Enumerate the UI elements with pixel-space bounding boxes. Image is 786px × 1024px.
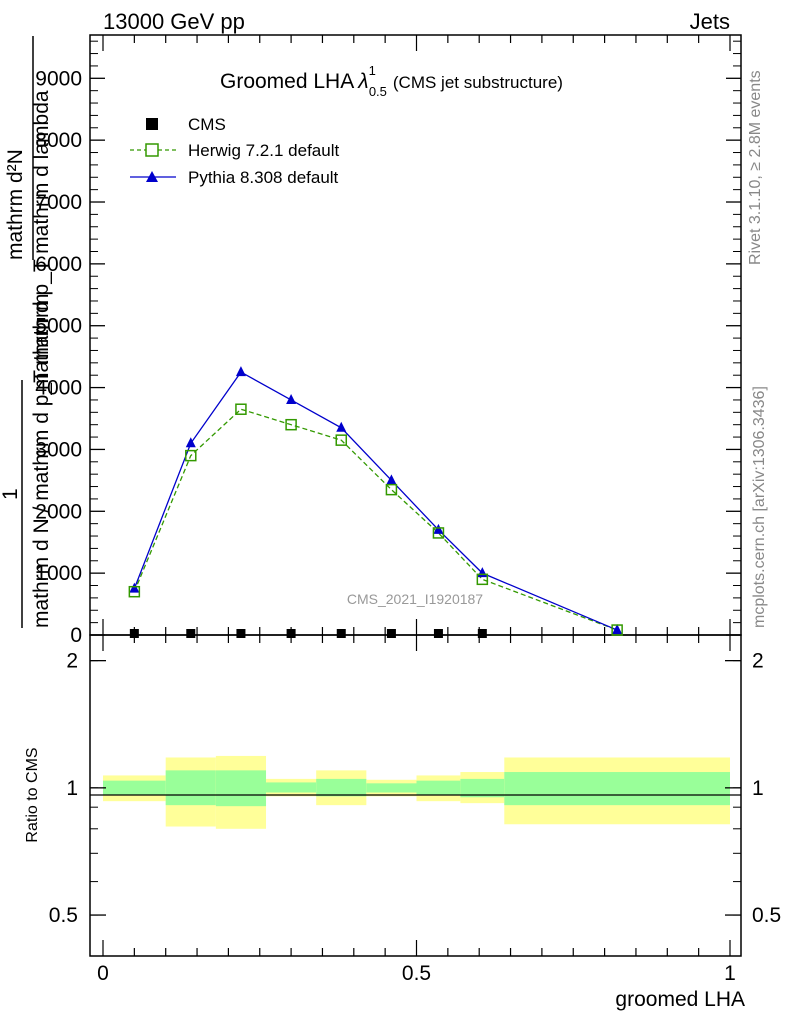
title-note: (CMS jet substructure) bbox=[393, 73, 563, 92]
herwig-point bbox=[476, 573, 489, 586]
legend-pythia-marker bbox=[146, 171, 158, 182]
cms-point bbox=[286, 629, 296, 638]
title-symbol: λ bbox=[357, 70, 368, 93]
herwig-point bbox=[235, 403, 247, 415]
rivet-label: Rivet 3.1.10, ≥ 2.8M events bbox=[747, 70, 764, 265]
ratio-x-axis: 0 0.5 1 bbox=[97, 635, 736, 985]
ylabel-denominator-1: mathrm d p_T mathrm d lambda bbox=[30, 90, 53, 390]
ratio-band-inner bbox=[266, 782, 317, 793]
cms-point bbox=[186, 629, 196, 638]
ylabel-prefix: 1 bbox=[0, 488, 22, 500]
herwig-point bbox=[185, 449, 197, 462]
main-series bbox=[128, 366, 623, 638]
pythia-point bbox=[336, 421, 347, 432]
ratio-xtick-label: 0 bbox=[97, 962, 109, 985]
ratio-band-inner bbox=[165, 770, 216, 806]
legend-pythia-label: Pythia 8.308 default bbox=[188, 168, 339, 187]
legend: CMS Herwig 7.2.1 default Pythia 8.308 de… bbox=[130, 115, 339, 187]
cms-point bbox=[236, 629, 246, 638]
ratio-band-inner bbox=[103, 780, 166, 796]
pythia-point bbox=[433, 523, 444, 534]
main-ytick-label: 9000 bbox=[35, 67, 82, 90]
herwig-line bbox=[133, 408, 618, 631]
main-ytick-label: 6000 bbox=[35, 253, 82, 276]
ratio-ytick-label-right: 2 bbox=[752, 650, 764, 673]
legend-herwig-marker bbox=[145, 143, 159, 157]
pythia-point bbox=[386, 474, 397, 485]
main-y-label: mathrm d²N mathrm d p_T mathrm d lambda … bbox=[0, 36, 53, 628]
legend-cms-label: CMS bbox=[188, 115, 226, 134]
pythia-point bbox=[129, 582, 140, 593]
x-axis-label: groomed LHA bbox=[615, 988, 745, 1011]
legend-cms-marker bbox=[146, 118, 158, 130]
cms-point bbox=[477, 629, 487, 638]
ratio-ytick-label: 2 bbox=[66, 650, 78, 673]
herwig-point bbox=[285, 418, 297, 431]
title-main: Groomed LHA bbox=[220, 70, 354, 93]
main-ytick-label: 2000 bbox=[35, 500, 82, 523]
ratio-y-label: Ratio to CMS bbox=[24, 747, 41, 842]
cms-point bbox=[433, 629, 443, 638]
ratio-band-inner bbox=[316, 778, 367, 797]
pythia-point bbox=[185, 437, 196, 448]
header-right: Jets bbox=[690, 9, 730, 34]
ratio-ytick-label-right: 1 bbox=[752, 777, 764, 800]
herwig-point bbox=[611, 624, 623, 636]
main-ytick-label: 1000 bbox=[35, 562, 82, 585]
main-y-axis: 0 1000 2000 3000 4000 5000 6000 7000 8000 9000 bbox=[35, 40, 741, 647]
ratio-band-inner bbox=[215, 770, 267, 807]
herwig-point bbox=[335, 434, 348, 446]
ratio-y-axis: 0.5 0.5 1 1 2 2 bbox=[49, 650, 781, 927]
ratio-band-inner bbox=[366, 783, 417, 793]
cms-point bbox=[129, 629, 139, 638]
cms-point bbox=[386, 629, 396, 638]
ratio-band-inner bbox=[416, 780, 461, 796]
title-sub: 0.5 bbox=[369, 84, 387, 99]
legend-herwig-label: Herwig 7.2.1 default bbox=[188, 141, 339, 160]
main-ytick-label: 4000 bbox=[35, 377, 82, 400]
main-ytick-label: 0 bbox=[70, 624, 82, 647]
mcplots-label: mcplots.cern.ch [arXiv:1306.3436] bbox=[751, 386, 768, 628]
ratio-ytick-label-right: 0.5 bbox=[752, 904, 781, 927]
ratio-xtick-label: 1 bbox=[724, 962, 736, 985]
title-sup: 1 bbox=[369, 63, 376, 78]
plot-title: Groomed LHA λ1 0.5 (CMS jet substructure) bbox=[220, 63, 563, 99]
herwig-point bbox=[432, 527, 445, 539]
main-ytick-label: 7000 bbox=[35, 191, 82, 214]
pythia-point bbox=[612, 624, 623, 635]
pythia-point bbox=[477, 567, 488, 578]
herwig-point bbox=[128, 585, 141, 598]
main-ytick-label: 5000 bbox=[35, 315, 82, 338]
ratio-bands bbox=[103, 755, 730, 829]
ratio-xtick-label: 0.5 bbox=[402, 962, 431, 985]
ratio-band-inner bbox=[504, 772, 730, 806]
ylabel-numerator-1: mathrm d²N bbox=[4, 149, 27, 260]
ylabel-denominator-2: mathrm d N / mathrm d p_T mathrm bbox=[30, 293, 53, 628]
pythia-point bbox=[286, 393, 297, 404]
ratio-ytick-label: 1 bbox=[66, 777, 78, 800]
ratio-band-inner bbox=[460, 778, 505, 798]
main-ytick-label: 8000 bbox=[35, 129, 82, 152]
herwig-point bbox=[385, 483, 398, 496]
ratio-ytick-label: 0.5 bbox=[49, 904, 78, 927]
main-ytick-label: 3000 bbox=[35, 438, 82, 461]
header-left: 13000 GeV pp bbox=[103, 9, 245, 34]
pythia-point bbox=[235, 366, 246, 377]
cms-point bbox=[336, 629, 346, 638]
watermark: CMS_2021_I1920187 bbox=[347, 591, 483, 607]
